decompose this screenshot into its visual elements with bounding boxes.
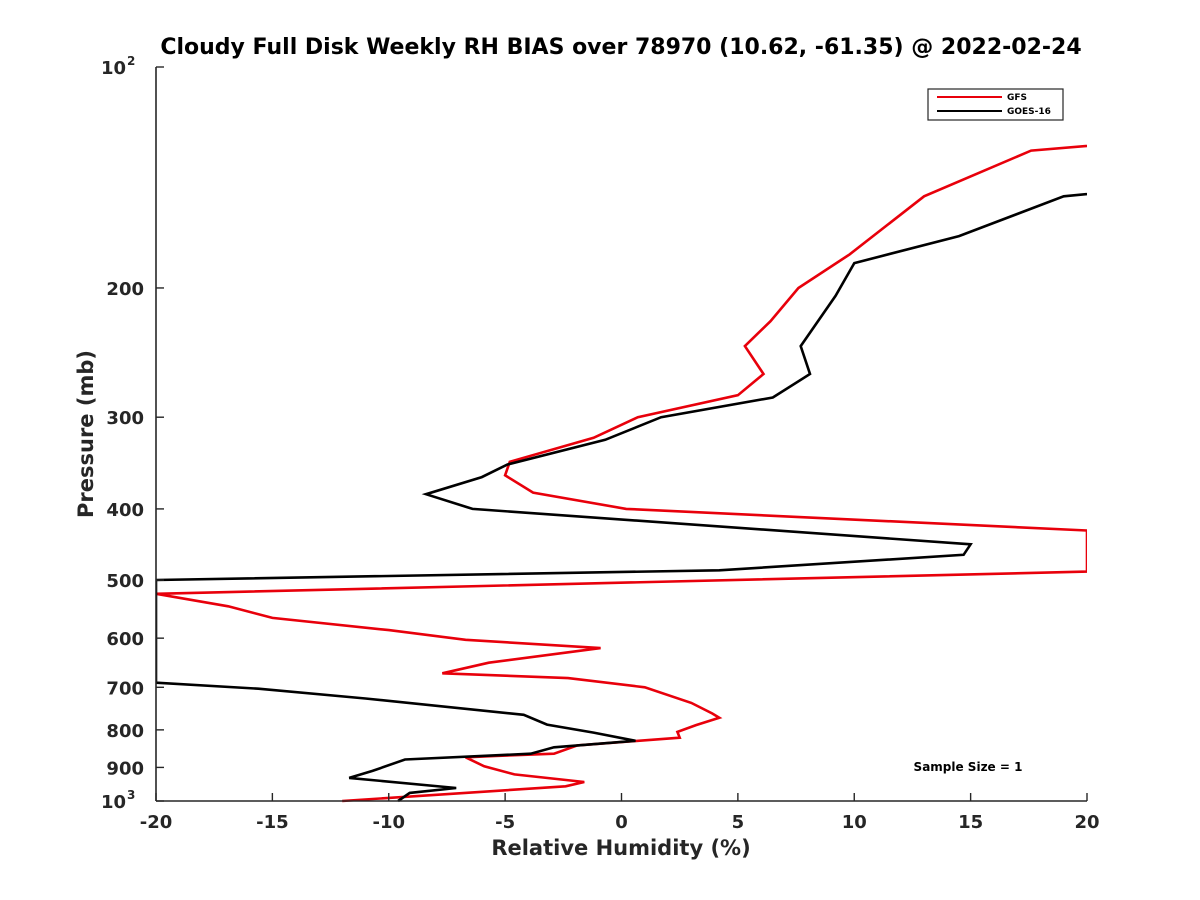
x-tick-label: -15 [256, 812, 289, 833]
y-tick-label: 500 [106, 571, 144, 592]
legend: GFS GOES-16 [927, 88, 1064, 121]
x-tick-label: 10 [842, 812, 867, 833]
x-axis-ticks: -20 -15 -10 -5 0 5 10 15 20 [140, 793, 1100, 833]
y-tick-label: 700 [106, 678, 144, 699]
x-tick-label: 0 [615, 812, 628, 833]
series-line-gfs [156, 144, 1087, 803]
x-axis-label: Relative Humidity (%) [491, 836, 750, 860]
x-tick-label: -10 [372, 812, 405, 833]
y-tick-label: 10 [101, 58, 126, 79]
series-lines [156, 144, 1087, 803]
x-tick-label: 15 [958, 812, 983, 833]
y-tick-label: 300 [106, 408, 144, 429]
legend-label-gfs: GFS [1007, 93, 1027, 103]
sample-size-annotation: Sample Size = 1 [914, 760, 1023, 774]
y-tick-label: 200 [106, 279, 144, 300]
y-tick-label: 400 [106, 500, 144, 521]
y-tick-exponent: 2 [127, 54, 135, 68]
y-axis-label: Pressure (mb) [74, 350, 98, 518]
chart-title: Cloudy Full Disk Weekly RH BIAS over 789… [160, 35, 1081, 60]
x-tick-label: -20 [140, 812, 173, 833]
y-tick-exponent: 3 [127, 788, 135, 802]
series-line-goes-16 [156, 192, 1087, 803]
y-tick-label: 900 [106, 758, 144, 779]
legend-label-goes16: GOES-16 [1007, 107, 1051, 117]
x-tick-label: 5 [732, 812, 745, 833]
y-tick-label: 800 [106, 721, 144, 742]
y-tick-label: 10 [101, 792, 126, 813]
legend-box [927, 88, 1064, 121]
y-tick-label: 600 [106, 629, 144, 650]
x-tick-label: -5 [495, 812, 515, 833]
x-tick-label: 20 [1074, 812, 1099, 833]
